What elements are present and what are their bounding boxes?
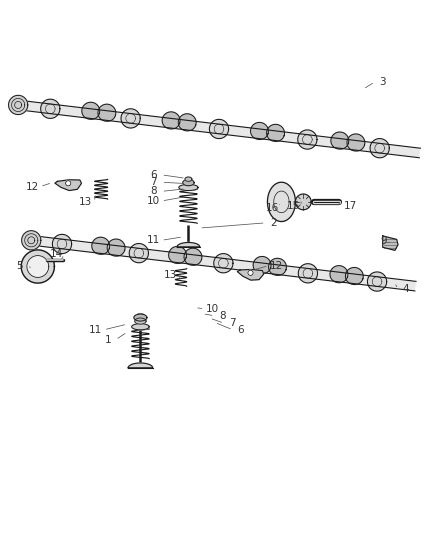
Polygon shape bbox=[27, 256, 49, 277]
Text: 1: 1 bbox=[104, 335, 111, 345]
Polygon shape bbox=[9, 95, 28, 115]
Text: 3: 3 bbox=[379, 77, 386, 87]
Polygon shape bbox=[209, 119, 229, 139]
Polygon shape bbox=[268, 259, 286, 276]
Polygon shape bbox=[370, 139, 389, 158]
Polygon shape bbox=[295, 194, 311, 210]
Polygon shape bbox=[107, 239, 125, 256]
Text: 7: 7 bbox=[150, 177, 157, 187]
Text: 13: 13 bbox=[79, 197, 92, 207]
Text: 15: 15 bbox=[286, 201, 300, 211]
Polygon shape bbox=[179, 184, 198, 190]
Text: 4: 4 bbox=[403, 284, 409, 294]
Polygon shape bbox=[162, 112, 180, 129]
Polygon shape bbox=[132, 324, 149, 330]
Polygon shape bbox=[55, 180, 81, 190]
Polygon shape bbox=[267, 124, 284, 141]
Text: 11: 11 bbox=[147, 235, 160, 245]
Polygon shape bbox=[183, 180, 194, 185]
Polygon shape bbox=[134, 314, 147, 321]
Polygon shape bbox=[128, 363, 152, 368]
Polygon shape bbox=[169, 246, 187, 263]
Polygon shape bbox=[214, 254, 233, 273]
Polygon shape bbox=[383, 236, 398, 251]
Polygon shape bbox=[253, 256, 271, 273]
Text: 8: 8 bbox=[219, 311, 226, 321]
Polygon shape bbox=[367, 272, 387, 291]
Text: 16: 16 bbox=[265, 203, 279, 213]
Polygon shape bbox=[18, 100, 420, 158]
Polygon shape bbox=[331, 132, 349, 149]
Text: 2: 2 bbox=[270, 218, 277, 228]
Polygon shape bbox=[184, 248, 202, 265]
Polygon shape bbox=[298, 264, 318, 283]
Polygon shape bbox=[298, 130, 317, 149]
Polygon shape bbox=[31, 236, 416, 291]
Polygon shape bbox=[98, 104, 116, 121]
Polygon shape bbox=[129, 244, 148, 263]
Text: 17: 17 bbox=[343, 201, 357, 211]
Polygon shape bbox=[136, 313, 145, 319]
Polygon shape bbox=[121, 109, 140, 128]
Polygon shape bbox=[41, 99, 60, 118]
Polygon shape bbox=[346, 268, 363, 285]
Polygon shape bbox=[92, 237, 110, 254]
Circle shape bbox=[248, 270, 253, 276]
Polygon shape bbox=[330, 265, 348, 282]
Polygon shape bbox=[251, 123, 268, 140]
Circle shape bbox=[66, 181, 71, 186]
Polygon shape bbox=[237, 270, 264, 280]
Text: 5: 5 bbox=[16, 261, 22, 271]
Text: 9: 9 bbox=[381, 236, 387, 246]
Text: 8: 8 bbox=[150, 187, 157, 196]
Text: 10: 10 bbox=[147, 196, 160, 206]
Text: 13: 13 bbox=[163, 270, 177, 280]
Polygon shape bbox=[82, 102, 100, 119]
Text: 10: 10 bbox=[206, 304, 219, 314]
Polygon shape bbox=[177, 243, 200, 247]
Text: 11: 11 bbox=[89, 325, 102, 335]
Polygon shape bbox=[347, 134, 365, 151]
Text: 7: 7 bbox=[229, 318, 235, 328]
Text: 6: 6 bbox=[237, 325, 244, 335]
Polygon shape bbox=[185, 177, 192, 181]
Polygon shape bbox=[268, 182, 295, 222]
Polygon shape bbox=[53, 235, 71, 254]
Polygon shape bbox=[21, 250, 54, 283]
Polygon shape bbox=[21, 231, 41, 250]
Text: 6: 6 bbox=[150, 170, 157, 180]
Text: 12: 12 bbox=[270, 261, 283, 271]
Text: 12: 12 bbox=[25, 182, 39, 191]
Polygon shape bbox=[135, 318, 146, 324]
Text: 14: 14 bbox=[50, 249, 63, 259]
Polygon shape bbox=[178, 114, 196, 131]
